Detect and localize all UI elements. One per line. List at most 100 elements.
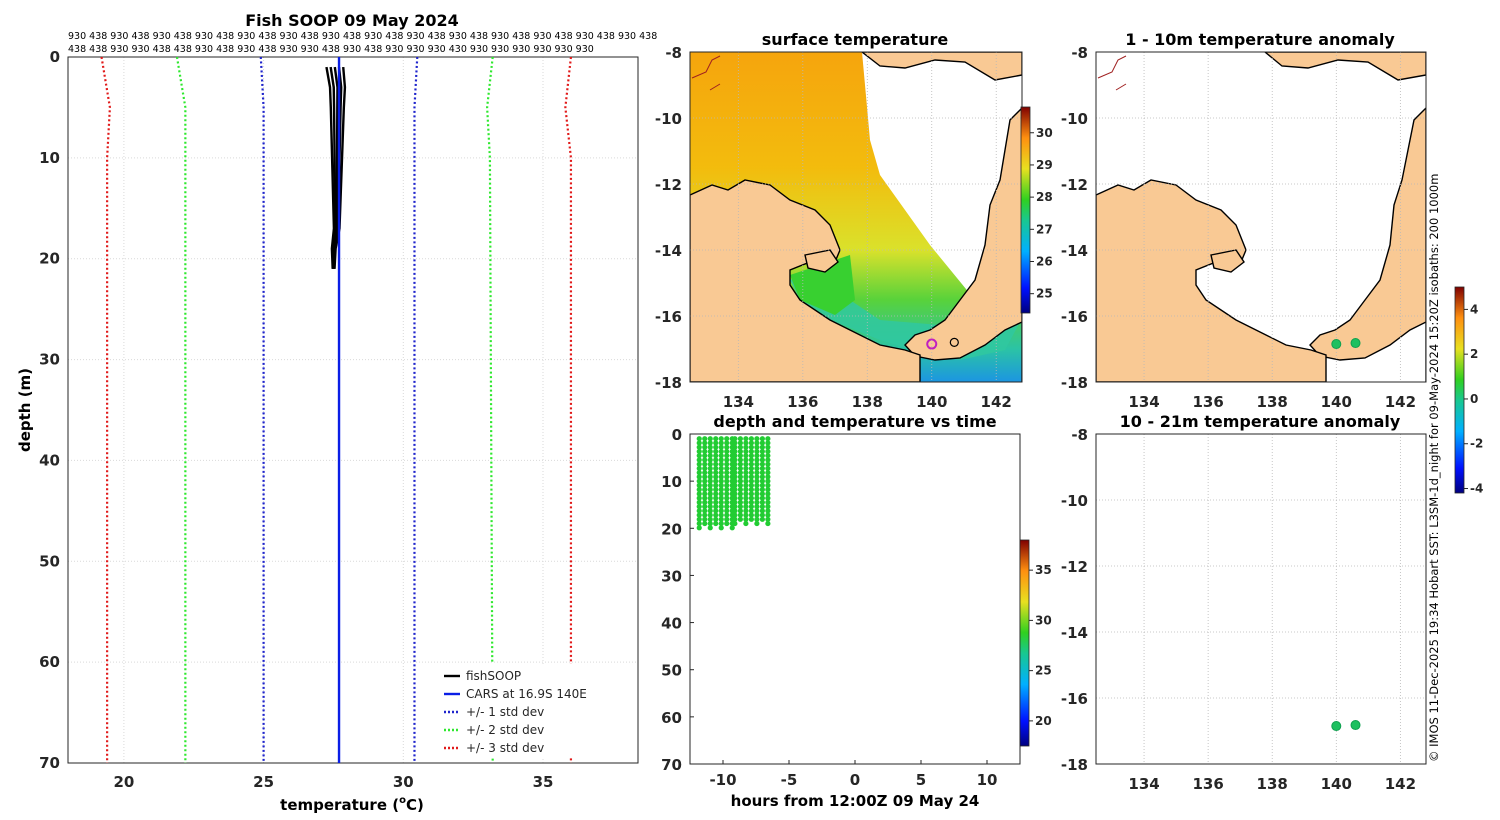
time-depth-point: [754, 453, 760, 459]
time-depth-point: [765, 474, 771, 480]
profile-y-tick-label: 60: [39, 653, 60, 671]
time-depth-point: [718, 508, 724, 514]
time-depth-point: [732, 495, 738, 501]
time-points: [696, 436, 771, 531]
time-depth-point: [754, 508, 760, 514]
time-depth-point: [743, 504, 749, 510]
time-depth-point: [737, 516, 743, 522]
time-depth-point: [743, 461, 749, 467]
time-depth-point: [765, 520, 771, 527]
time-depth-point: [737, 444, 743, 450]
colorbar-tick-label: 35: [1035, 563, 1052, 577]
time-depth-point: [765, 512, 771, 518]
sst-land: [690, 52, 1022, 382]
time-depth-point: [754, 457, 760, 463]
profile-y-label: depth (m): [16, 368, 34, 452]
time-depth-point: [724, 482, 730, 488]
time-depth-point: [702, 440, 708, 446]
time-depth-point: [737, 478, 743, 484]
time-depth-point: [765, 444, 771, 450]
time-depth-point: [743, 482, 749, 488]
profile-y-tick-label: 70: [39, 754, 60, 772]
time-colorbar: [1019, 539, 1030, 747]
time-depth-point: [743, 512, 749, 518]
time-depth-point: [743, 457, 749, 463]
time-depth-point: [696, 470, 702, 476]
std-dev-lower-line: [175, 56, 187, 763]
time-depth-point: [759, 499, 765, 505]
time-depth-point: [748, 461, 754, 467]
map-x-tick-label: 136: [787, 393, 818, 411]
map-y-tick-label: -14: [655, 242, 682, 260]
time-y-ticks: 0 10 20 30 40 50 60 70: [661, 426, 694, 774]
time-depth-point: [702, 478, 708, 484]
time-depth-point: [718, 520, 724, 527]
map-x-tick-label: 142: [1385, 775, 1416, 793]
time-depth-point: [748, 448, 754, 455]
time-depth-point: [732, 482, 738, 488]
time-depth-point: [748, 487, 754, 493]
time-depth-point: [729, 525, 735, 531]
profile-panel: Fish SOOP 09 May 2024 930 438 930 438 93…: [16, 11, 657, 814]
time-depth-point: [718, 444, 724, 450]
anom1-land-arnhem: [1096, 179, 1327, 382]
anomaly-point: [1350, 720, 1361, 731]
map-x-tick-label: 140: [1321, 393, 1352, 411]
profile-x-tick-label: 30: [393, 773, 414, 791]
map-x-tick-label: 142: [981, 393, 1012, 411]
time-depth-point: [765, 448, 771, 455]
anom-colorbar: [1454, 286, 1465, 494]
map-y-tick-label: -16: [655, 308, 682, 326]
sst-colorbar: [1020, 106, 1031, 314]
time-depth-point: [713, 516, 719, 522]
time-depth-point: [707, 440, 713, 446]
colorbar-tick-label: 20: [1035, 714, 1052, 728]
time-depth-point: [696, 508, 702, 514]
time-depth-point: [743, 474, 749, 480]
legend-label: +/- 2 std dev: [466, 723, 544, 737]
time-depth-point: [707, 465, 713, 472]
time-depth-point: [696, 512, 702, 518]
time-depth-point: [696, 495, 702, 501]
map-x-tick-label: 134: [723, 393, 754, 411]
time-depth-point: [724, 448, 730, 455]
map-x-tick-label: 134: [1128, 393, 1159, 411]
time-depth-point: [754, 444, 760, 450]
time-depth-point: [759, 508, 765, 514]
time-depth-point: [754, 482, 760, 488]
time-depth-point: [702, 491, 708, 497]
time-depth-point: [732, 453, 738, 459]
map-x-tick-label: 138: [1257, 775, 1288, 793]
time-x-tick-label: -5: [781, 771, 798, 789]
time-depth-point: [724, 436, 730, 442]
time-title: depth and temperature vs time: [713, 412, 996, 431]
time-depth-point: [737, 436, 743, 442]
time-depth-point: [718, 474, 724, 480]
map-y-tick-label: -8: [1071, 44, 1088, 62]
colorbar-tick-label: -2: [1470, 437, 1483, 451]
time-depth-point: [748, 470, 754, 476]
time-depth-point: [748, 465, 754, 472]
time-depth-point: [759, 482, 765, 488]
time-depth-point: [707, 512, 713, 518]
time-depth-point: [737, 482, 743, 488]
time-depth-point: [696, 474, 702, 480]
time-depth-point: [718, 491, 724, 497]
time-depth-point: [748, 491, 754, 497]
time-depth-point: [754, 491, 760, 497]
time-depth-point: [718, 478, 724, 484]
time-depth-point: [748, 444, 754, 450]
time-depth-point: [748, 512, 754, 518]
time-y-tick-label: 40: [661, 615, 682, 633]
anom1-river-lines: [1097, 55, 1127, 91]
time-depth-point: [737, 504, 743, 510]
time-y-tick-label: 20: [661, 520, 682, 538]
map-x-tick-label: 138: [1257, 393, 1288, 411]
time-y-tick-label: 0: [672, 426, 682, 444]
time-depth-point: [718, 448, 724, 455]
colorbar-tick-label: 25: [1035, 664, 1052, 678]
time-depth-point: [702, 512, 708, 518]
time-depth-point: [743, 465, 749, 472]
time-depth-point: [737, 487, 743, 493]
map-y-tick-label: -18: [1061, 374, 1088, 392]
